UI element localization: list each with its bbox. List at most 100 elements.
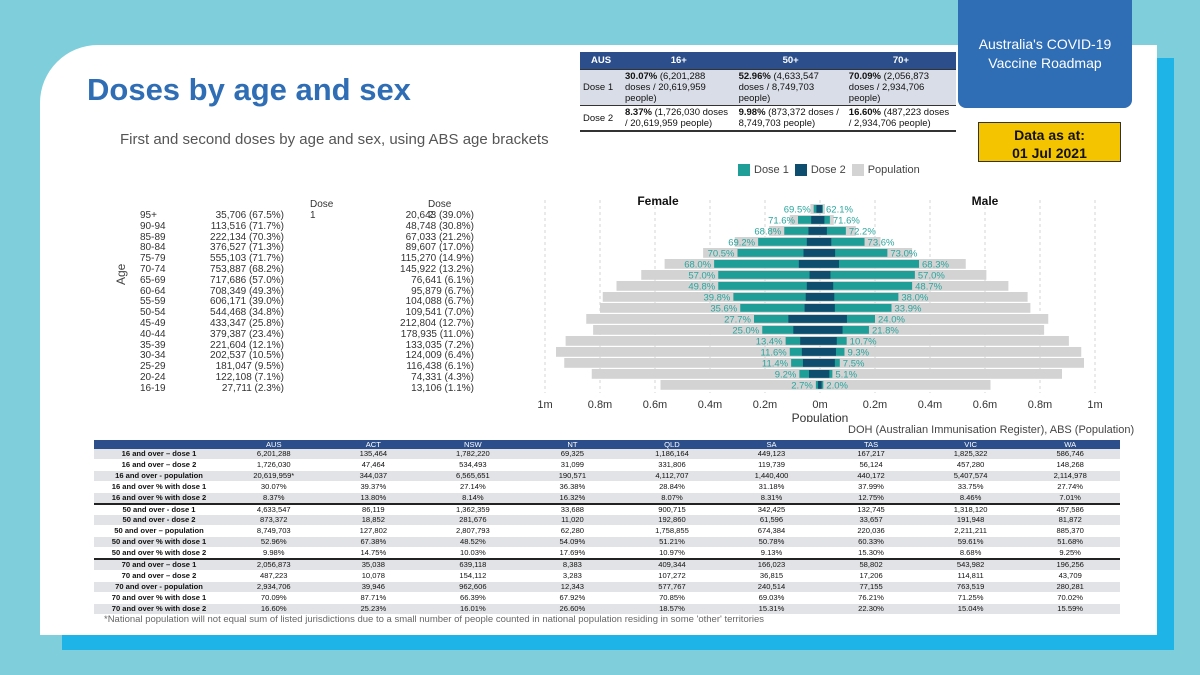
summary-detail: (2,056,873 doses / 2,934,706 people) [848,71,930,104]
jurisdiction-row: 50 and over % with dose 1 52.96% 67.38% 48.… [94,536,1120,549]
jurisdiction-row-label: 16 and over - population [94,470,224,482]
jurisdiction-cell: 114,811 [920,570,1021,582]
dose-table-row: 45-49 433,347 (25.8%) 212,804 (12.7%) [140,318,480,329]
dose2-value: 48,748 (30.8%) [405,220,474,232]
dose-table-row: 16-19 27,711 (2.3%) 13,106 (1.1%) [140,383,480,394]
bar-dose2-male [820,370,830,378]
pct-label-female: 11.4% [762,359,789,370]
pct-label-female: 71.6% [768,216,795,227]
legend-swatch-dose1 [738,164,750,176]
dose2-value: 95,879 (6.7%) [411,285,474,297]
data-as-at-badge: Data as at: 01 Jul 2021 [978,122,1121,162]
jurisdiction-header-cell: QLD [622,440,722,449]
bar-population-female [660,380,820,390]
x-tick-label: 1m [1087,399,1102,411]
dose1-value: 606,171 (39.0%) [210,296,284,308]
jurisdiction-cell: 27.14% [423,481,523,493]
summary-cell: 52.96% (4,633,547 doses / 8,749,703 peop… [735,69,846,106]
bar-dose2-male [820,381,822,389]
jurisdiction-row: 16 and over – dose 2 1,726,030 47,464 534,4… [94,459,1120,471]
jurisdiction-cell: 15.31% [721,603,822,615]
dose2-value: 76,641 (6.1%) [411,274,474,286]
jurisdiction-cell: 15.04% [920,603,1021,615]
dose2-value: 133,035 (7.2%) [405,339,474,351]
bar-dose2-male [820,216,825,224]
dose2-value: 109,541 (7.0%) [405,307,474,319]
pct-label-female: 68.8% [754,227,781,238]
jurisdiction-cell: 56,124 [821,459,921,471]
dose-table-row: 20-24 122,108 (7.1%) 74,331 (4.3%) [140,372,480,383]
jurisdiction-cell: 190,571 [522,470,623,482]
dose-table-row: 60-64 708,349 (49.3%) 95,879 (6.7%) [140,286,480,297]
jurisdiction-cell: 487,223 [224,570,324,582]
dose1-value: 379,387 (23.4%) [210,328,284,340]
jurisdiction-cell: 8.46% [920,492,1021,505]
jurisdiction-row-label: 16 and over % with dose 2 [94,492,224,505]
jurisdiction-cell: 10.97% [622,547,722,560]
jurisdiction-cell: 449,123 [721,449,822,460]
jurisdiction-cell: 763,519 [920,581,1021,593]
bar-dose1-female [718,282,820,290]
jurisdiction-row: 70 and over – dose 2 487,223 10,078 154,112… [94,570,1120,582]
jurisdiction-cell: 127,802 [323,525,424,538]
jurisdiction-header-cell: WA [1020,440,1120,449]
jurisdiction-cell: 196,256 [1020,558,1120,571]
jurisdiction-cell: 51.21% [622,536,722,549]
pct-label-female: 70.5% [708,249,735,260]
bar-dose2-female [809,370,820,378]
dose1-value: 202,537 (10.5%) [210,350,284,362]
roadmap-line-2: Vaccine Roadmap [988,55,1102,71]
bar-dose2-female [804,304,820,312]
age-label: 70-74 [140,264,166,275]
jurisdiction-cell: 457,586 [1020,502,1120,516]
jurisdiction-cell: 220,036 [821,525,921,538]
dose1-value: 376,527 (71.3%) [210,242,284,254]
summary-pct: 52.96% [738,71,771,82]
dose-table-row: 40-44 379,387 (23.4%) 178,935 (11.0%) [140,329,480,340]
bar-dose1-female [718,271,820,279]
jurisdiction-row: 50 and over - dose 2 873,372 18,852 281,676… [94,514,1120,527]
bar-dose2-female [802,359,820,367]
jurisdiction-cell: 8.68% [920,547,1021,560]
pct-label-male: 57.0% [918,271,945,282]
bar-dose1-female [762,326,820,334]
jurisdiction-cell: 17.69% [522,547,623,560]
age-label: 80-84 [140,242,166,254]
jurisdiction-cell: 36.38% [522,481,623,493]
summary-detail: (4,633,547 doses / 8,749,703 people) [738,71,819,104]
bar-population-female [564,358,820,368]
pct-label-female: 35.6% [710,304,737,315]
pct-label-female: 9.2% [775,370,797,381]
summary-header-cell: 50+ [735,52,846,70]
summary-header-cell: 70+ [845,52,956,70]
jurisdiction-cell: 1,758,855 [622,525,722,538]
summary-pct: 70.09% [848,71,882,82]
jurisdiction-cell: 31,099 [522,459,623,471]
bar-population-female [593,325,820,335]
bar-population-male [820,303,1031,313]
legend-dose2-label: Dose 2 [810,164,846,176]
bar-population-male [820,314,1049,324]
jurisdiction-row: 70 and over % with dose 1 70.09% 87.71% 66.… [94,592,1120,604]
jurisdiction-cell: 2,056,873 [224,558,324,571]
jurisdiction-cell: 119,739 [721,459,822,471]
dose2-value: 178,935 (11.0%) [400,328,474,340]
jurisdiction-cell: 154,112 [423,570,523,582]
bar-dose2-female [808,227,820,235]
summary-header-cell: 16+ [622,52,736,70]
bar-dose2-male [820,348,836,356]
age-label: 30-34 [140,350,166,362]
jurisdiction-cell: 33,657 [821,514,921,527]
jurisdiction-cell: 6,565,651 [423,470,523,482]
jurisdiction-cell: 77,155 [821,581,921,593]
pct-label-female: 13.4% [756,337,783,348]
bar-dose2-female [793,326,820,334]
jurisdiction-cell: 31.18% [721,481,822,493]
dose-table-row: 75-79 555,103 (71.7%) 115,270 (14.9%) [140,253,480,264]
jurisdiction-cell: 8,749,703 [224,525,324,538]
jurisdiction-cell: 13.80% [323,492,424,505]
bar-dose2-female [811,216,820,224]
bar-dose1-male [820,249,888,257]
jurisdiction-header-cell: NSW [423,440,523,449]
bar-dose2-male [820,260,839,268]
